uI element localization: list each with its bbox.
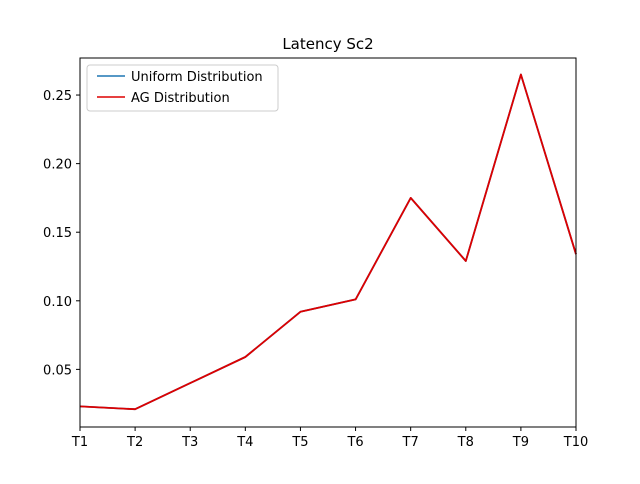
y-tick-label: 0.05 bbox=[43, 363, 72, 378]
legend-box bbox=[86, 64, 279, 112]
y-tick-label: 0.20 bbox=[43, 158, 72, 173]
series-lines bbox=[79, 73, 577, 411]
x-tick-label: T2 bbox=[126, 435, 143, 450]
plot-frame bbox=[79, 57, 577, 428]
x-tick-label: T4 bbox=[236, 435, 253, 450]
x-tick-label: T3 bbox=[181, 435, 198, 450]
y-axis: 0.05 0.10 0.15 0.20 0.25 bbox=[43, 89, 80, 378]
x-tick-label: T6 bbox=[346, 435, 363, 450]
y-tick-label: 0.10 bbox=[43, 295, 72, 310]
y-tick-label: 0.15 bbox=[43, 226, 72, 241]
x-tick-label: T5 bbox=[291, 435, 308, 450]
x-tick-label: T7 bbox=[402, 435, 419, 450]
legend-label-ag: AG Distribution bbox=[131, 91, 230, 106]
legend-label-uniform: Uniform Distribution bbox=[131, 70, 263, 85]
x-tick-label: T9 bbox=[512, 435, 529, 450]
x-tick-label: T10 bbox=[563, 435, 588, 450]
x-tick-label: T8 bbox=[457, 435, 474, 450]
chart-title: Latency Sc2 bbox=[282, 35, 373, 53]
x-tick-label: T1 bbox=[71, 435, 88, 450]
legend: Uniform Distribution AG Distribution bbox=[86, 64, 279, 112]
series-line-ag bbox=[79, 73, 577, 411]
x-axis: T1 T2 T3 T4 T5 T6 T7 T8 T9 T10 bbox=[71, 427, 588, 450]
y-tick-label: 0.25 bbox=[43, 89, 72, 104]
